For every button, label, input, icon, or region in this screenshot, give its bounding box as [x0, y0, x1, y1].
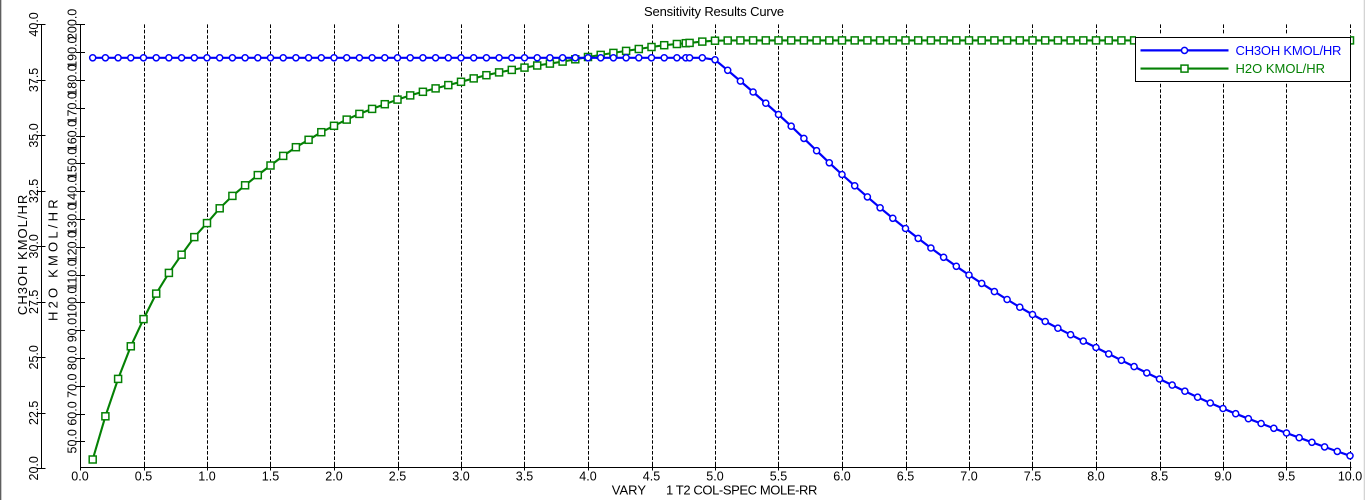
svg-text:90.0: 90.0 — [66, 318, 80, 342]
svg-text:40.0: 40.0 — [27, 12, 41, 36]
svg-text:70.0: 70.0 — [66, 373, 80, 397]
svg-text:9.0: 9.0 — [1214, 470, 1231, 484]
svg-text:37.5: 37.5 — [27, 68, 41, 92]
svg-text:VARY: VARY — [612, 483, 647, 498]
svg-text:4.0: 4.0 — [579, 470, 596, 484]
svg-text:8.0: 8.0 — [1087, 470, 1104, 484]
svg-text:180.0: 180.0 — [66, 64, 80, 95]
svg-text:0.5: 0.5 — [135, 470, 152, 484]
svg-text:5.5: 5.5 — [770, 470, 787, 484]
svg-text:7.0: 7.0 — [960, 470, 977, 484]
svg-text:120.0: 120.0 — [66, 231, 80, 262]
svg-text:1 T2 COL-SPEC MOLE-RR: 1 T2 COL-SPEC MOLE-RR — [666, 483, 817, 498]
svg-text:7.5: 7.5 — [1024, 470, 1041, 484]
svg-text:0.0: 0.0 — [71, 470, 88, 484]
svg-text:H2O KMOL/HR: H2O KMOL/HR — [1236, 61, 1326, 76]
svg-text:30.0: 30.0 — [27, 234, 41, 258]
svg-text:6.5: 6.5 — [897, 470, 914, 484]
svg-text:6.0: 6.0 — [833, 470, 850, 484]
svg-text:130.0: 130.0 — [66, 203, 80, 234]
svg-text:2.5: 2.5 — [389, 470, 406, 484]
svg-text:100.0: 100.0 — [66, 287, 80, 318]
svg-text:H2O KMOL/HR: H2O KMOL/HR — [46, 196, 61, 321]
svg-text:60.0: 60.0 — [66, 401, 80, 425]
svg-text:CH3OH KMOL/HR: CH3OH KMOL/HR — [15, 194, 30, 315]
svg-text:3.5: 3.5 — [516, 470, 533, 484]
svg-text:1.0: 1.0 — [198, 470, 215, 484]
svg-text:5.0: 5.0 — [706, 470, 723, 484]
svg-text:80.0: 80.0 — [66, 346, 80, 370]
svg-text:140.0: 140.0 — [66, 176, 80, 207]
svg-text:4.5: 4.5 — [643, 470, 660, 484]
svg-text:3.0: 3.0 — [452, 470, 469, 484]
svg-text:32.5: 32.5 — [27, 179, 41, 203]
svg-text:2.0: 2.0 — [325, 470, 342, 484]
svg-text:9.5: 9.5 — [1278, 470, 1295, 484]
svg-text:1.5: 1.5 — [262, 470, 279, 484]
svg-text:110.0: 110.0 — [66, 259, 80, 289]
svg-text:190.0: 190.0 — [66, 37, 80, 68]
svg-text:Sensitivity Results Curve: Sensitivity Results Curve — [644, 4, 784, 19]
svg-text:8.5: 8.5 — [1151, 470, 1168, 484]
svg-text:22.5: 22.5 — [27, 401, 41, 425]
svg-text:20.0: 20.0 — [27, 456, 41, 480]
svg-text:35.0: 35.0 — [27, 123, 41, 147]
svg-text:170.0: 170.0 — [66, 92, 80, 123]
svg-text:150.0: 150.0 — [66, 148, 80, 179]
svg-text:200.0: 200.0 — [66, 9, 80, 40]
svg-text:27.5: 27.5 — [27, 290, 41, 314]
svg-text:160.0: 160.0 — [66, 120, 80, 151]
svg-text:CH3OH KMOL/HR: CH3OH KMOL/HR — [1236, 43, 1342, 58]
svg-text:10.0: 10.0 — [1338, 470, 1362, 484]
svg-text:25.0: 25.0 — [27, 345, 41, 369]
svg-text:50.0: 50.0 — [66, 429, 80, 453]
